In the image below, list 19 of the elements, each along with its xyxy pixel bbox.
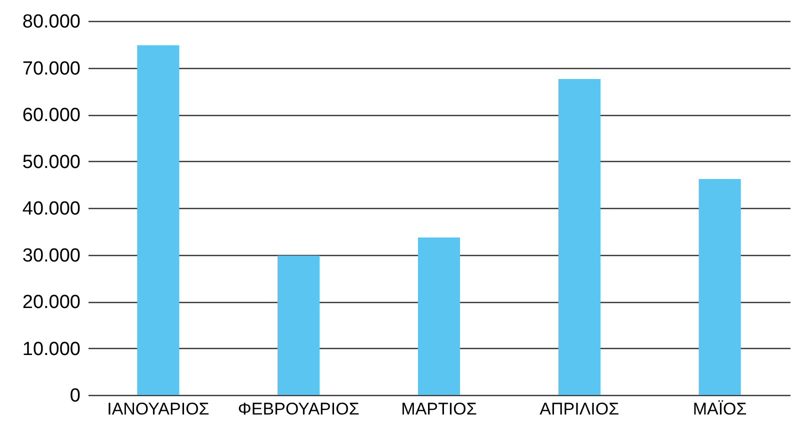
x-tick-label: ΑΠΡΙΛΙΟΣ — [540, 400, 620, 418]
bar — [137, 45, 180, 395]
bar — [278, 256, 320, 395]
bar — [418, 237, 460, 395]
y-tick-label: 30.000 — [22, 245, 80, 266]
y-tick-label: 10.000 — [22, 338, 80, 360]
y-tick-label: 40.000 — [22, 198, 80, 220]
y-tick-label: 80.000 — [22, 12, 80, 32]
x-tick-label: ΙΑΝΟΥΑΡΙΟΣ — [107, 400, 210, 418]
y-tick-label: 0 — [70, 386, 80, 406]
y-tick-label: 60.000 — [22, 105, 80, 126]
y-tick-label: 50.000 — [22, 152, 80, 173]
bar — [558, 78, 600, 395]
x-tick-label: ΦΕΒΡΟΥΑΡΙΟΣ — [238, 400, 360, 418]
y-tick-label: 70.000 — [22, 58, 80, 80]
x-tick-label: ΜΑΪΟΣ — [692, 400, 747, 418]
y-tick-label: 20.000 — [22, 292, 80, 313]
bar — [698, 179, 741, 395]
x-tick-label: ΜΑΡΤΙΟΣ — [401, 400, 477, 418]
